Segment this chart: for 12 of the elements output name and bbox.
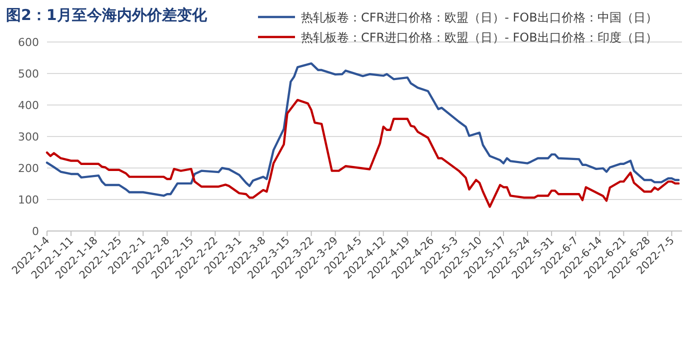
chart-title: 图2：1月至今海内外价差变化: [6, 6, 208, 24]
y-tick-label: 100: [18, 194, 39, 206]
y-tick-label: 300: [18, 130, 39, 144]
y-tick-label: 500: [18, 68, 39, 80]
line-series: [46, 98, 680, 208]
y-tick-label: 200: [18, 162, 39, 175]
line-series: [46, 62, 680, 197]
y-tick-label: 0: [32, 225, 39, 238]
legend-label: 热轧板卷：CFR进口价格：欧盟（日）- FOB出口价格：印度（日）: [301, 30, 658, 44]
legend-label: 热轧板卷：CFR进口价格：欧盟（日）- FOB出口价格：中国（日）: [301, 10, 658, 24]
y-tick-label: 400: [18, 99, 39, 112]
y-tick-label: 600: [18, 36, 39, 49]
